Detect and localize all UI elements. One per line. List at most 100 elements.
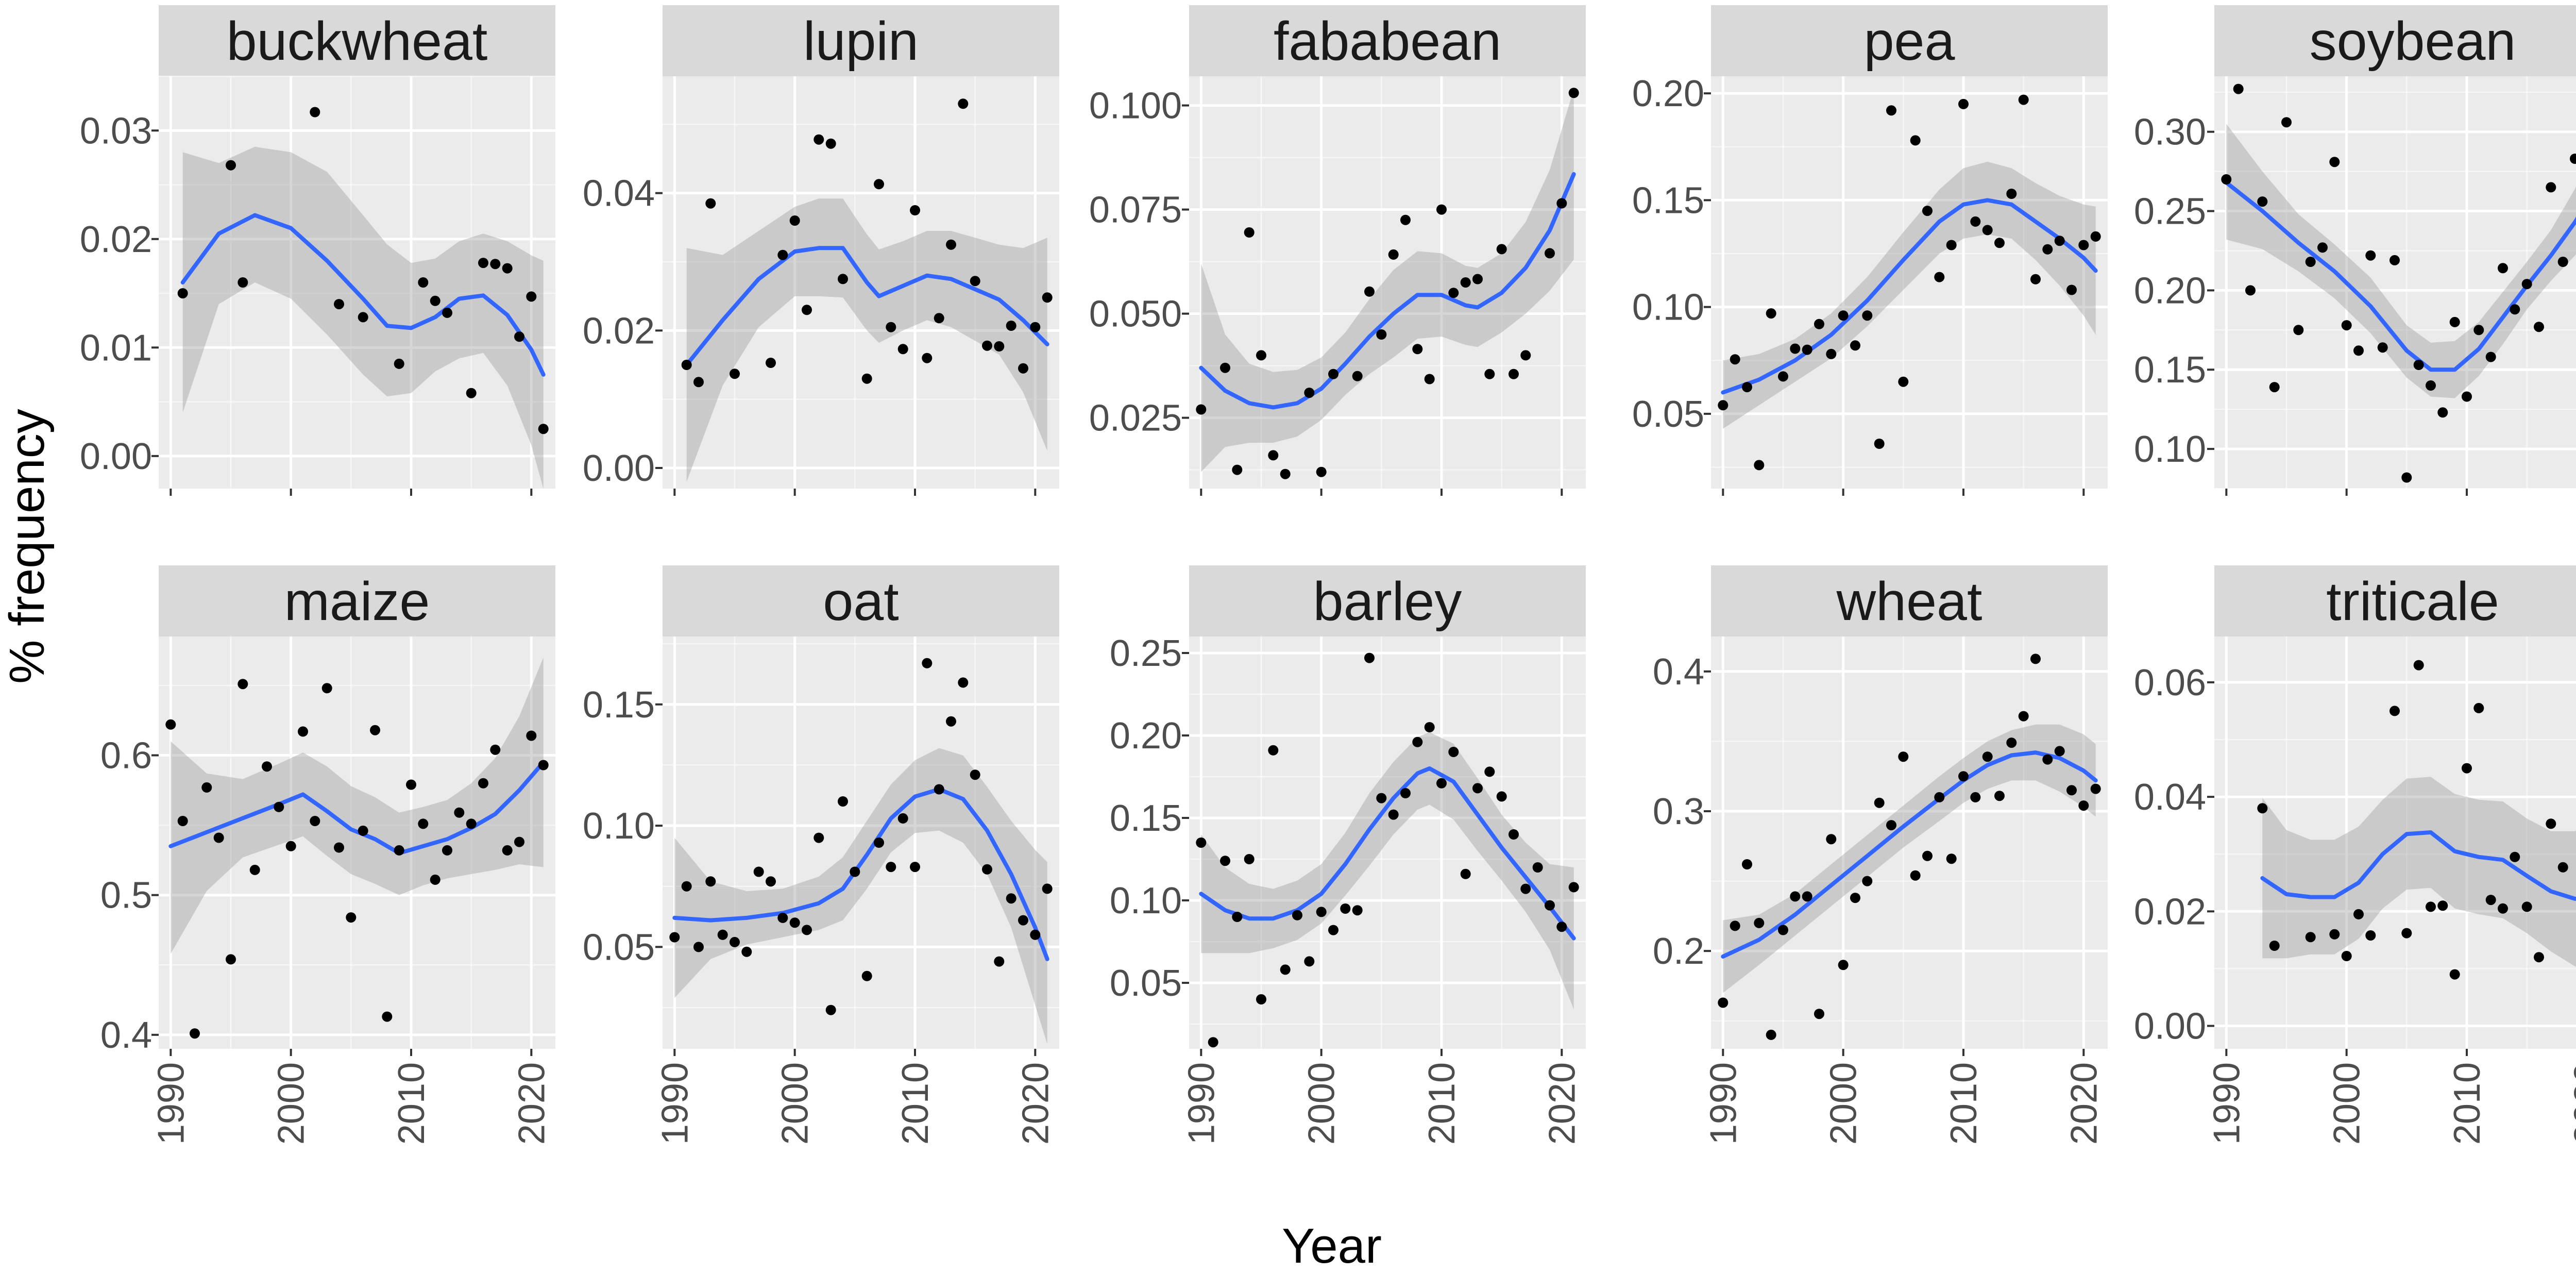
facet-strip: [1189, 565, 1586, 636]
y-tick-label: 0.15: [2134, 349, 2206, 391]
data-point: [1018, 363, 1028, 374]
data-point: [478, 778, 488, 789]
data-point: [1484, 766, 1495, 777]
data-point: [2006, 738, 2017, 748]
data-point: [1244, 854, 1255, 864]
y-tick-label: 0.075: [1089, 190, 1182, 231]
data-point: [2042, 754, 2053, 765]
data-point: [2570, 154, 2576, 164]
data-point: [825, 138, 836, 149]
data-point: [2498, 903, 2508, 914]
data-points: [1196, 88, 1579, 479]
data-point: [213, 832, 224, 843]
data-point: [897, 344, 908, 355]
data-point: [442, 307, 452, 318]
data-point: [2413, 660, 2424, 671]
confidence-band: [2226, 124, 2576, 398]
data-point: [1742, 382, 1752, 393]
data-point: [1280, 964, 1291, 975]
data-point: [994, 956, 1005, 967]
y-tick-label: 0.4: [100, 1015, 152, 1056]
data-point: [1910, 870, 1921, 881]
minor-gridlines: [1711, 636, 2108, 1049]
data-point: [2018, 711, 2029, 722]
data-point: [958, 98, 969, 109]
y-tick-label: 0.15: [583, 684, 655, 726]
data-point: [1042, 883, 1053, 894]
facet-strip-label: barley: [1313, 571, 1462, 632]
data-point: [705, 876, 716, 887]
data-point: [693, 942, 704, 952]
data-point: [1568, 882, 1579, 893]
data-point: [897, 813, 908, 824]
data-point: [1448, 288, 1459, 298]
data-point: [753, 866, 764, 877]
data-point: [1042, 292, 1053, 303]
data-point: [886, 862, 896, 873]
data-point: [2437, 407, 2448, 418]
data-point: [490, 744, 501, 755]
data-point: [1982, 751, 1993, 762]
y-tick-label: 0.01: [80, 327, 152, 368]
data-point: [1790, 343, 1801, 354]
data-point: [2090, 231, 2101, 242]
data-point: [2557, 257, 2568, 267]
major-gridlines: [663, 636, 1059, 1049]
data-point: [238, 679, 248, 690]
y-tick-label: 0.6: [100, 735, 152, 777]
data-point: [1922, 206, 1933, 216]
data-point: [970, 276, 980, 287]
x-tick-label: 1990: [150, 1062, 192, 1145]
major-gridlines: [159, 636, 555, 1049]
data-point: [2365, 930, 2376, 941]
data-point: [2353, 909, 2364, 919]
facet-strip-label: buckwheat: [227, 11, 488, 72]
data-point: [177, 816, 188, 826]
x-tick-label: 2020: [2567, 1062, 2576, 1145]
facet-panel-lupin: lupin 0.00 0.02 0.04: [583, 5, 1059, 496]
data-point: [2485, 895, 2496, 906]
panel-background: [1189, 636, 1586, 1049]
y-tick-label: 0.100: [1089, 86, 1182, 127]
data-point: [982, 864, 992, 875]
data-point: [2269, 941, 2280, 951]
data-point: [1304, 388, 1315, 398]
data-point: [1934, 792, 1945, 802]
data-points: [1718, 94, 2101, 471]
x-tick-label: 2000: [775, 1062, 816, 1145]
data-point: [370, 725, 380, 735]
smooth-line: [2224, 180, 2576, 372]
facet-strip: [1711, 5, 2108, 76]
confidence-band: [171, 657, 544, 954]
data-point: [238, 277, 248, 288]
data-point: [838, 796, 848, 807]
x-tick-label: 1990: [1703, 1062, 1744, 1145]
data-point: [730, 936, 740, 947]
facet-strip: [663, 565, 1059, 636]
data-point: [2365, 250, 2376, 261]
data-point: [165, 719, 176, 730]
panel-background: [2214, 76, 2576, 489]
data-point: [1460, 277, 1471, 288]
data-point: [1778, 925, 1788, 935]
data-point: [1412, 344, 1423, 355]
data-point: [1006, 321, 1016, 331]
data-point: [1400, 788, 1411, 798]
data-point: [1545, 900, 1555, 911]
x-tick-label: 2020: [1541, 1062, 1583, 1145]
facet-strip-label: maize: [284, 571, 430, 632]
x-tick-label: 1990: [2206, 1062, 2247, 1145]
major-gridlines: [2214, 76, 2576, 489]
data-point: [2401, 472, 2412, 483]
data-point: [934, 784, 944, 795]
y-tick-label: 0.5: [100, 875, 152, 916]
y-tick-label: 0.04: [2134, 777, 2206, 818]
data-point: [1364, 652, 1375, 663]
data-point: [1742, 859, 1752, 869]
smooth-line: [684, 246, 1049, 367]
y-tick-label: 0.20: [2134, 270, 2206, 311]
data-point: [1754, 917, 1765, 928]
data-point: [1018, 915, 1028, 926]
data-point: [1376, 329, 1387, 340]
